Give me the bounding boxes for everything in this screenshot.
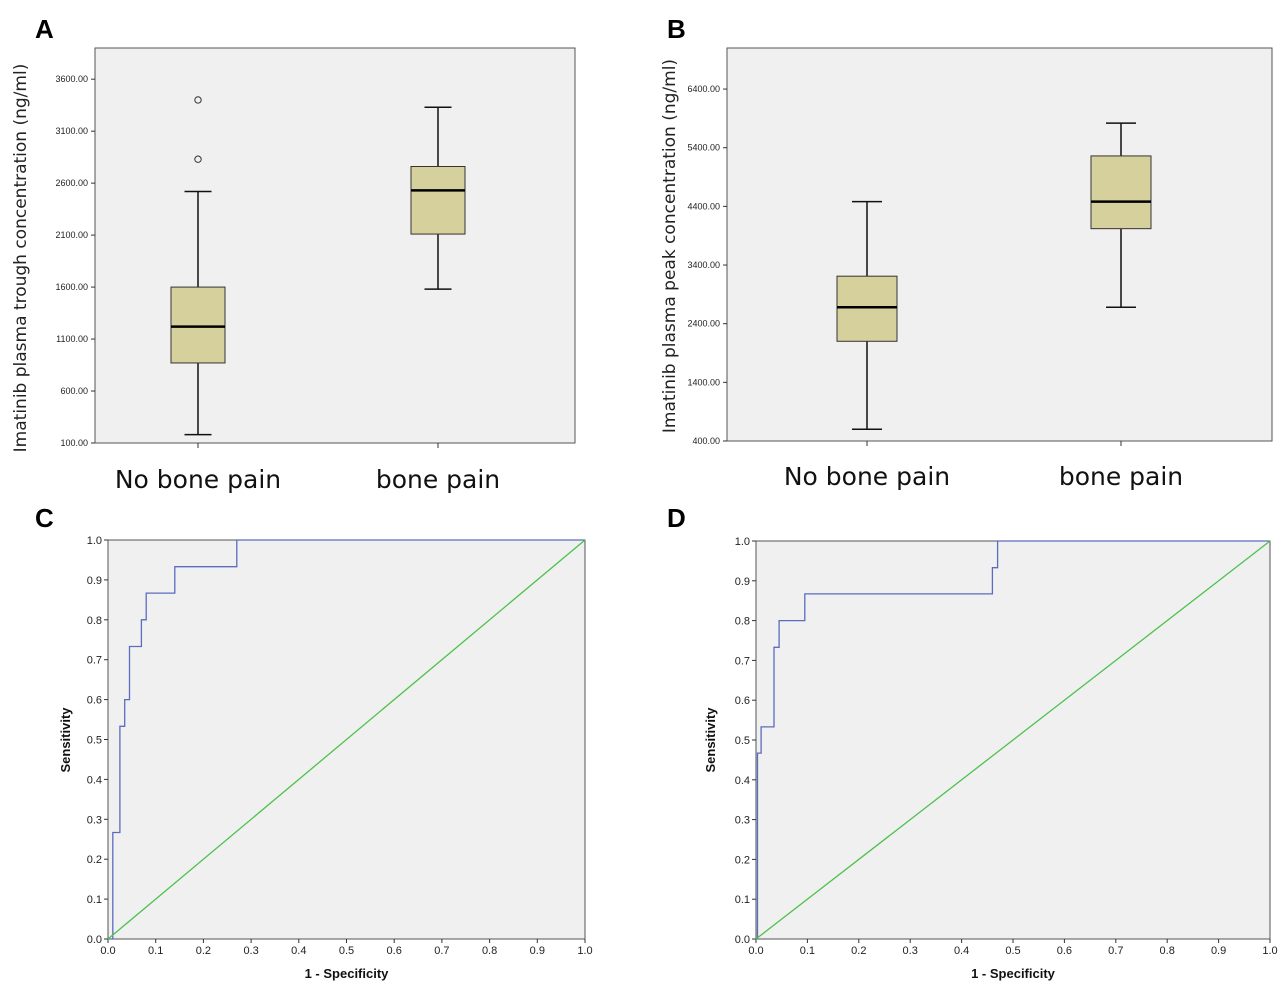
y-tick-label: 3400.00 xyxy=(687,260,720,270)
box-2 xyxy=(410,166,466,235)
y-tick-label: 0.2 xyxy=(87,854,102,866)
y-tick-label: 2400.00 xyxy=(687,319,720,329)
outlier-point xyxy=(194,96,202,104)
x-tick-label: 0.0 xyxy=(748,945,763,957)
x-tick-label: 0.6 xyxy=(1057,945,1072,957)
category-label: bone pain xyxy=(376,465,500,494)
plot-area-a xyxy=(94,47,576,444)
panel-letter-a: A xyxy=(35,14,54,44)
x-tick-label: 0.2 xyxy=(196,945,211,957)
y-tick-label: 0.9 xyxy=(87,575,102,587)
y-tick-label: 0.4 xyxy=(735,775,750,787)
x-tick-label: 0.8 xyxy=(1160,945,1175,957)
y-tick-label: 3100.00 xyxy=(55,126,88,136)
y-tick-label: 0.7 xyxy=(735,655,750,667)
y-tick-label: 3600.00 xyxy=(55,74,88,84)
y-tick-label: 0.8 xyxy=(87,615,102,627)
x-tick-label: 0.1 xyxy=(800,945,815,957)
x-tick-label: 0.6 xyxy=(387,945,402,957)
y-tick-label: 2100.00 xyxy=(55,230,88,240)
y-tick-label: 1.0 xyxy=(735,536,750,548)
panel-letter-c: C xyxy=(35,503,54,533)
x-tick-label: 0.1 xyxy=(148,945,163,957)
chart-b: Imatinib plasma peak concentration (ng/m… xyxy=(660,47,1273,491)
y-tick-label: 0.5 xyxy=(735,735,750,747)
y-tick-label: 0.1 xyxy=(87,894,102,906)
roc-curve xyxy=(108,539,585,940)
y-tick-label: 0.0 xyxy=(87,934,102,946)
x-tick-label: 0.9 xyxy=(1211,945,1226,957)
x-tick-label: 0.4 xyxy=(954,945,969,957)
x-tick-label: 0.2 xyxy=(851,945,866,957)
y-tick-label: 0.9 xyxy=(735,576,750,588)
category-label: No bone pain xyxy=(784,462,950,491)
x-tick-label: 0.9 xyxy=(530,945,545,957)
y-axis-label-c: Sensitivity xyxy=(58,707,73,773)
panel-letter-b: B xyxy=(667,14,686,44)
x-tick-label: 0.4 xyxy=(291,945,306,957)
chart-a: Imatinib plasma trough concentration (ng… xyxy=(11,47,576,494)
y-tick-label: 0.6 xyxy=(87,695,102,707)
x-tick-label: 1.0 xyxy=(1262,945,1277,957)
y-tick-label: 2600.00 xyxy=(55,178,88,188)
x-tick-label: 0.7 xyxy=(434,945,449,957)
reference-diagonal xyxy=(107,539,586,940)
category-label: bone pain xyxy=(1059,462,1183,491)
box-2 xyxy=(1090,155,1152,230)
x-tick-label: 1.0 xyxy=(577,945,592,957)
y-tick-label: 1400.00 xyxy=(687,377,720,387)
box-1 xyxy=(836,275,898,342)
y-tick-label: 0.4 xyxy=(87,774,102,786)
y-tick-label: 4400.00 xyxy=(687,201,720,211)
y-tick-label: 100.00 xyxy=(60,438,88,448)
plot-area-b xyxy=(726,47,1273,442)
y-tick-label: 0.3 xyxy=(735,815,750,827)
y-tick-label: 400.00 xyxy=(692,436,720,446)
chart-d: Sensitivity 0.00.0 0.1 0.1 0.2 0.2 0.3 0.3 0.4 0.… xyxy=(703,536,1278,981)
y-tick-label: 1100.00 xyxy=(56,334,88,344)
y-tick-label: 0.2 xyxy=(735,854,750,866)
x-axis-label-d: 1 - Specificity xyxy=(971,966,1056,981)
y-tick-label: 5400.00 xyxy=(687,143,720,153)
x-tick-label: 0.3 xyxy=(903,945,918,957)
y-tick-label: 0.0 xyxy=(735,934,750,946)
outlier-point xyxy=(194,155,202,163)
y-tick-label: 0.6 xyxy=(735,695,750,707)
y-tick-label: 1600.00 xyxy=(55,282,88,292)
y-axis-label-a: Imatinib plasma trough concentration (ng… xyxy=(11,64,31,453)
chart-c: Sensitivity 0.00.0 0.1 0.1 0.2 0.2 0.3 0.3 0.4 0.… xyxy=(58,535,593,981)
y-tick-label: 6400.00 xyxy=(687,84,720,94)
y-tick-label: 0.3 xyxy=(87,814,102,826)
x-tick-label: 0.3 xyxy=(243,945,258,957)
y-tick-label: 1.0 xyxy=(87,535,102,547)
y-axis-label-b: Imatinib plasma peak concentration (ng/m… xyxy=(660,59,680,433)
chart-layer: Imatinib plasma trough concentration (ng… xyxy=(11,47,1278,981)
box-1 xyxy=(170,286,226,364)
y-tick-label: 0.8 xyxy=(735,616,750,628)
y-tick-label: 0.5 xyxy=(87,735,102,747)
panel-letter-d: D xyxy=(667,503,686,533)
x-tick-label: 0.5 xyxy=(1005,945,1020,957)
y-tick-label: 0.7 xyxy=(87,655,102,667)
y-tick-label: 600.00 xyxy=(60,386,88,396)
y-axis-label-d: Sensitivity xyxy=(703,707,718,773)
x-axis-label-c: 1 - Specificity xyxy=(305,966,390,981)
category-label: No bone pain xyxy=(115,465,281,494)
x-tick-label: 0.7 xyxy=(1108,945,1123,957)
x-tick-label: 0.8 xyxy=(482,945,497,957)
x-tick-label: 0.5 xyxy=(339,945,354,957)
reference-diagonal xyxy=(755,540,1271,940)
y-tick-label: 0.1 xyxy=(735,894,750,906)
x-tick-label: 0.0 xyxy=(100,945,115,957)
roc-curve xyxy=(756,540,1270,940)
